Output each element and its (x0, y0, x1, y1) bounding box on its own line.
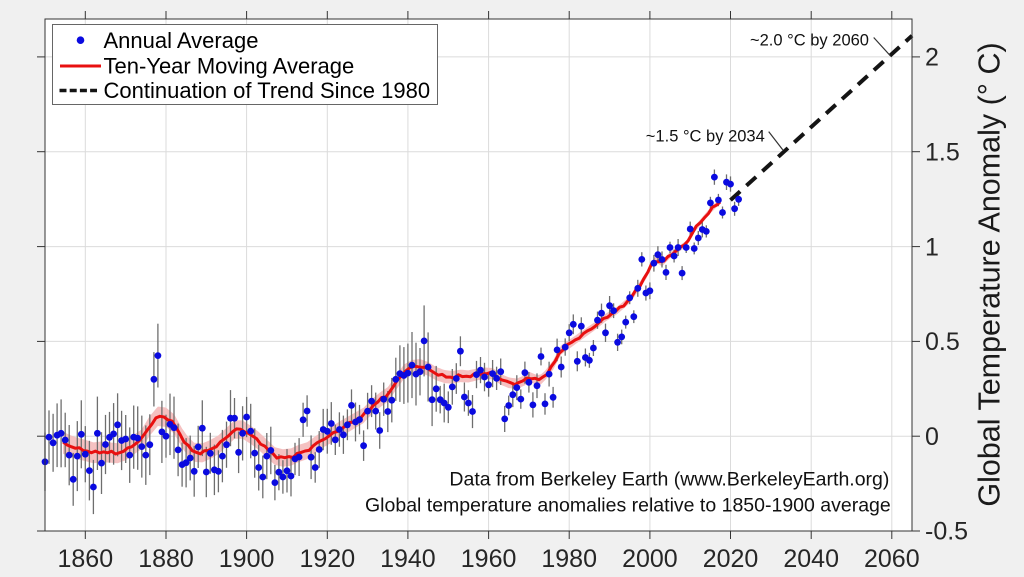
svg-text:2000: 2000 (622, 545, 678, 573)
svg-text:~1.5 °C by 2034~2.0 °C by 2060: ~1.5 °C by 2034~2.0 °C by 2060 (646, 32, 869, 146)
svg-text:1980: 1980 (541, 545, 597, 573)
svg-text:1960: 1960 (461, 545, 517, 573)
svg-text:Data from Berkeley Earth (www.: Data from Berkeley Earth (www.BerkeleyEa… (449, 469, 889, 491)
svg-text:0.5: 0.5 (925, 328, 960, 356)
svg-text:2: 2 (925, 44, 939, 72)
svg-text:2060: 2060 (864, 545, 920, 573)
svg-text:1.5: 1.5 (925, 138, 960, 166)
svg-text:2040: 2040 (783, 545, 839, 573)
svg-text:1860: 1860 (57, 545, 113, 573)
svg-text:1880: 1880 (138, 545, 194, 573)
svg-text:Global temperature anomalies r: Global temperature anomalies relative to… (365, 495, 891, 517)
svg-text:1900: 1900 (219, 545, 275, 573)
svg-text:1920: 1920 (299, 545, 355, 573)
svg-text:1940: 1940 (380, 545, 436, 573)
svg-text:1: 1 (925, 233, 939, 261)
svg-text:0: 0 (925, 423, 939, 451)
svg-text:2020: 2020 (703, 545, 759, 573)
svg-text:-0.5: -0.5 (925, 518, 968, 546)
svg-text:Global Temperature Anomaly (°: Global Temperature Anomaly (° C) (973, 42, 1007, 506)
